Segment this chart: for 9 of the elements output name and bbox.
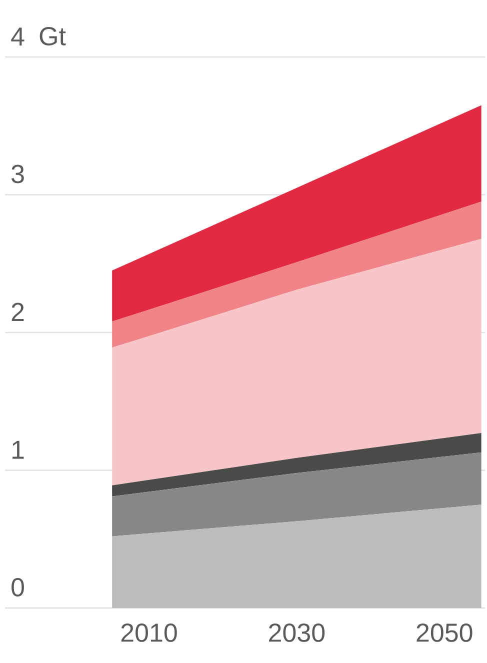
y-tick-label: 3	[12, 164, 24, 184]
y-tick-label: 4	[11, 28, 24, 46]
y-axis-title: Gt	[40, 27, 66, 46]
y-tick-label: 2	[12, 302, 24, 321]
y-tick-label: 1	[12, 440, 24, 459]
x-tick-label: 2050	[416, 624, 472, 642]
y-tick-label: 0	[12, 578, 24, 596]
x-tick-label: 2030	[269, 624, 325, 642]
x-tick-label: 2010	[121, 624, 177, 642]
